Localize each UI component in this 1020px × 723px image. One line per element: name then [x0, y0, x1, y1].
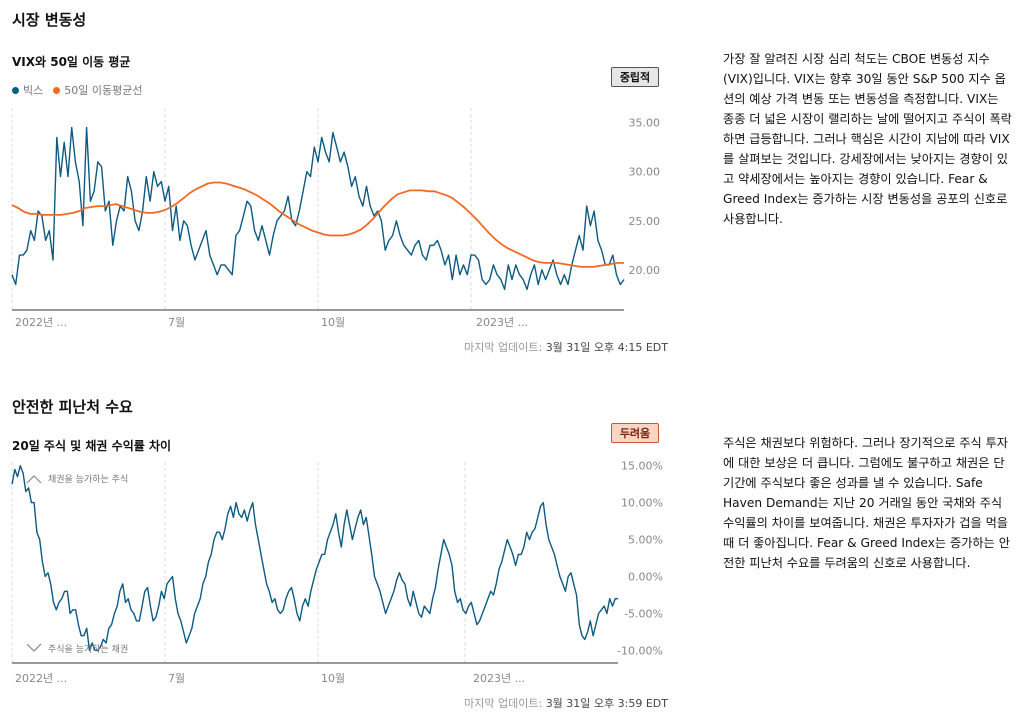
chart2-x-tick-label: 2022년 ...	[15, 672, 67, 685]
chart2-x-tick-label: 10월	[321, 672, 345, 685]
chart1-y-tick-label: 25.00	[629, 215, 661, 228]
legend-dot-ma50	[53, 86, 61, 94]
chart1-x-tick-label: 2023년 ...	[476, 316, 528, 329]
chart2-y-tick-label: -5.00%	[624, 607, 663, 620]
chart2-series-line	[11, 465, 618, 652]
chart2-x-tick-label: 2023년 ...	[473, 672, 525, 685]
chart2-y-tick-label: 5.00%	[628, 534, 663, 547]
safe-haven-updated: 마지막 업데이트: 3월 31일 오후 3:59 EDT	[464, 695, 668, 711]
chart1-y-tick-label: 20.00	[629, 264, 661, 277]
chart1-series-ma-line	[11, 181, 624, 268]
legend-dot-vix	[12, 86, 19, 94]
chevron-down-icon	[26, 643, 42, 652]
volatility-updated-value: 3월 31일 오후 4:15 EDT	[545, 341, 668, 354]
volatility-rating-badge: 중립적	[611, 67, 659, 87]
chart1-series-line	[11, 126, 625, 291]
safe-haven-updated-value: 3월 31일 오후 3:59 EDT	[545, 697, 668, 710]
safe-haven-section-title: 안전한 피난처 수요	[12, 398, 133, 416]
chart1-y-tick-label: 30.00	[629, 166, 661, 179]
legend-item-ma50: 50일 이동평균선	[53, 82, 142, 98]
chart2-y-tick-label: 10.00%	[621, 497, 663, 510]
volatility-updated: 마지막 업데이트: 3월 31일 오후 4:15 EDT	[464, 339, 668, 355]
chart2-y-tick-label: 15.00%	[621, 460, 663, 473]
safe-haven-rating-badge: 두려움	[611, 423, 659, 443]
chart1-x-tick-label: 2022년 ...	[15, 316, 67, 329]
safe-haven-description: 주식은 채권보다 위험하다. 그러나 장기적으로 주식 투자에 대한 보상은 더…	[723, 436, 1010, 570]
chart2-x-tick-label: 7월	[168, 672, 185, 685]
bonds-outperform-annotation: 주식을 능가하는 채권	[48, 643, 128, 655]
legend-label-vix: 빅스	[23, 84, 44, 97]
chevron-up-icon	[26, 475, 42, 484]
stocks-outperform-annotation: 채권을 능가하는 주식	[48, 473, 128, 485]
volatility-section-title: 시장 변동성	[12, 11, 87, 29]
legend-item-vix: 빅스	[12, 82, 43, 98]
volatility-description: 가장 잘 알려진 시장 심리 척도는 CBOE 변동성 지수(VIX)입니다. …	[723, 52, 1012, 226]
chart2-y-tick-label: -10.00%	[617, 644, 663, 657]
chart1-y-tick-label: 35.00	[629, 117, 661, 130]
safe-haven-updated-label: 마지막 업데이트:	[464, 697, 546, 710]
legend-label-ma50: 50일 이동평균선	[64, 84, 143, 97]
chart1-x-tick-label: 7월	[168, 316, 185, 329]
volatility-updated-label: 마지막 업데이트:	[464, 341, 546, 354]
safe-haven-chart-title: 20일 주식 및 채권 수익률 차이	[12, 439, 172, 453]
volatility-chart-title: VIX와 50일 이동 평균	[12, 55, 131, 69]
volatility-legend: 빅스 50일 이동평균선	[12, 82, 142, 98]
chart1-x-tick-label: 10월	[321, 316, 345, 329]
chart2-y-tick-label: 0.00%	[628, 571, 663, 584]
